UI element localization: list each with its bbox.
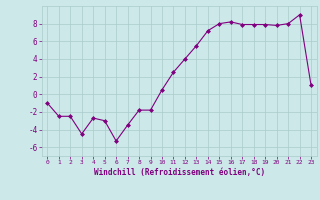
X-axis label: Windchill (Refroidissement éolien,°C): Windchill (Refroidissement éolien,°C)	[94, 168, 265, 177]
